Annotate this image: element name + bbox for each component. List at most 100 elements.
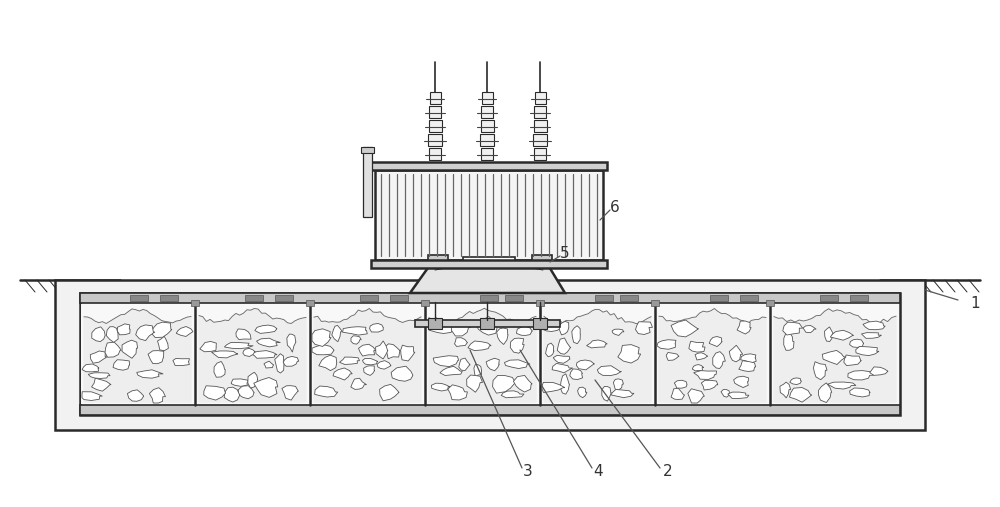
- Polygon shape: [410, 265, 565, 293]
- Text: 3: 3: [523, 464, 533, 480]
- Polygon shape: [340, 357, 359, 365]
- Polygon shape: [671, 388, 685, 400]
- Polygon shape: [468, 341, 491, 351]
- Polygon shape: [401, 345, 415, 361]
- Polygon shape: [351, 336, 361, 344]
- Bar: [541, 304, 654, 404]
- Polygon shape: [557, 338, 571, 354]
- Polygon shape: [659, 309, 766, 402]
- Text: 1: 1: [970, 296, 980, 310]
- Bar: [820, 295, 838, 301]
- Polygon shape: [275, 354, 284, 373]
- Polygon shape: [739, 360, 756, 372]
- Bar: [620, 295, 638, 301]
- Polygon shape: [737, 321, 751, 334]
- Polygon shape: [813, 361, 827, 380]
- Polygon shape: [741, 354, 756, 363]
- Polygon shape: [199, 309, 306, 402]
- Bar: [532, 255, 552, 265]
- Polygon shape: [106, 327, 118, 342]
- Bar: [191, 300, 199, 306]
- Bar: [363, 147, 372, 217]
- Polygon shape: [282, 386, 298, 400]
- Bar: [429, 120, 442, 132]
- Bar: [533, 318, 547, 329]
- Polygon shape: [264, 361, 274, 368]
- Polygon shape: [312, 345, 334, 355]
- Polygon shape: [516, 327, 532, 336]
- Polygon shape: [780, 382, 791, 398]
- Bar: [651, 300, 659, 306]
- Polygon shape: [117, 324, 130, 335]
- Polygon shape: [92, 327, 105, 342]
- Polygon shape: [694, 371, 717, 379]
- Polygon shape: [666, 352, 679, 360]
- Bar: [710, 295, 728, 301]
- Polygon shape: [315, 386, 338, 397]
- Polygon shape: [343, 327, 367, 335]
- Polygon shape: [850, 339, 864, 347]
- Polygon shape: [451, 320, 471, 336]
- Polygon shape: [384, 344, 400, 359]
- Bar: [481, 120, 494, 132]
- Bar: [536, 300, 544, 306]
- Polygon shape: [674, 380, 687, 388]
- Bar: [480, 295, 498, 301]
- Polygon shape: [224, 343, 253, 349]
- Polygon shape: [856, 346, 879, 355]
- Polygon shape: [429, 320, 454, 334]
- Bar: [480, 134, 494, 146]
- Polygon shape: [463, 257, 515, 265]
- Bar: [850, 295, 868, 301]
- Polygon shape: [448, 385, 467, 400]
- Polygon shape: [486, 358, 499, 371]
- Bar: [311, 304, 424, 404]
- Bar: [533, 134, 547, 146]
- Polygon shape: [504, 360, 530, 369]
- Bar: [428, 134, 442, 146]
- Polygon shape: [493, 376, 516, 393]
- Polygon shape: [236, 329, 251, 340]
- Polygon shape: [572, 326, 580, 344]
- Polygon shape: [728, 392, 749, 399]
- Polygon shape: [552, 364, 573, 373]
- Polygon shape: [243, 348, 255, 356]
- Polygon shape: [587, 340, 607, 348]
- Polygon shape: [861, 333, 881, 338]
- Polygon shape: [689, 341, 705, 352]
- Bar: [595, 295, 613, 301]
- Polygon shape: [497, 328, 508, 344]
- Polygon shape: [212, 351, 238, 358]
- Polygon shape: [377, 360, 391, 369]
- Text: 4: 4: [593, 464, 603, 480]
- Polygon shape: [149, 388, 166, 403]
- Polygon shape: [136, 325, 155, 341]
- Text: 5: 5: [560, 245, 570, 261]
- Bar: [421, 300, 429, 306]
- Bar: [360, 295, 378, 301]
- Polygon shape: [695, 353, 708, 360]
- Bar: [245, 295, 263, 301]
- Polygon shape: [542, 321, 562, 332]
- Polygon shape: [818, 383, 832, 403]
- Polygon shape: [613, 379, 623, 390]
- Polygon shape: [709, 337, 722, 346]
- Polygon shape: [204, 386, 226, 400]
- Bar: [766, 300, 774, 306]
- Polygon shape: [319, 355, 337, 371]
- Bar: [390, 295, 408, 301]
- Polygon shape: [84, 309, 191, 402]
- Polygon shape: [870, 367, 888, 375]
- Bar: [428, 255, 448, 265]
- Polygon shape: [618, 345, 641, 363]
- Polygon shape: [255, 325, 277, 334]
- Polygon shape: [127, 390, 144, 401]
- Polygon shape: [200, 341, 216, 352]
- Polygon shape: [734, 376, 749, 387]
- Polygon shape: [863, 321, 885, 330]
- Polygon shape: [729, 345, 743, 362]
- Polygon shape: [224, 387, 240, 402]
- Polygon shape: [827, 382, 856, 389]
- Polygon shape: [602, 386, 611, 401]
- Polygon shape: [774, 309, 896, 402]
